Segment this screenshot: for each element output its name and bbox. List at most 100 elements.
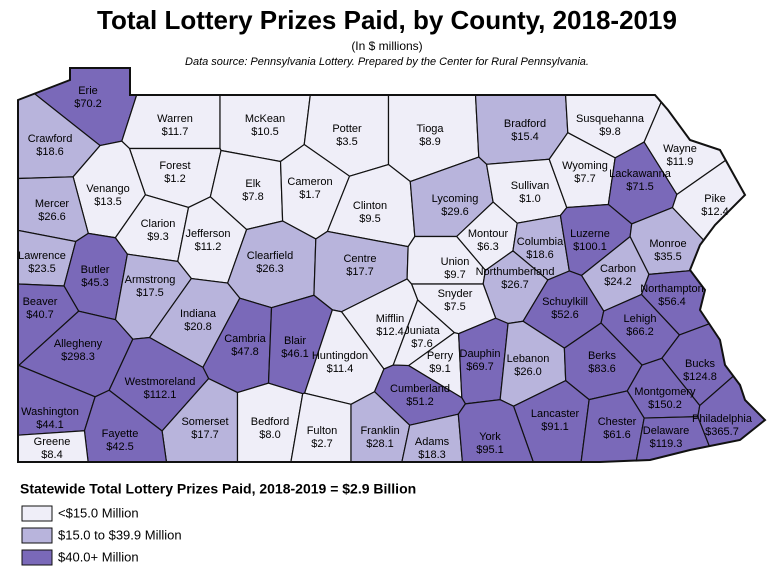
county-value: $20.8 [184, 321, 212, 333]
county-name: Lancaster [531, 408, 580, 420]
county-region [219, 68, 316, 163]
county-name: Northampton [640, 283, 704, 295]
county-value: $9.8 [599, 126, 620, 138]
county-value: $26.6 [38, 211, 66, 223]
county-value: $1.0 [519, 193, 540, 205]
county-value: $95.1 [476, 444, 504, 456]
county-value: $9.5 [359, 213, 380, 225]
county-name: Dauphin [460, 348, 501, 360]
county-value: $51.2 [406, 396, 434, 408]
county-name: Potter [332, 123, 362, 135]
county-value: $7.7 [574, 173, 595, 185]
county-name: Armstrong [125, 274, 176, 286]
county-region [473, 68, 569, 165]
county-value: $17.5 [136, 287, 164, 299]
county-value: $40.7 [26, 309, 54, 321]
county-value: $119.3 [650, 438, 683, 450]
county-value: $2.7 [311, 438, 332, 450]
county-value: $42.5 [106, 441, 134, 453]
county-value: $66.2 [626, 326, 654, 338]
county-value: $18.3 [418, 449, 446, 461]
county-value: $61.6 [603, 429, 631, 441]
county-name: Northumberland [476, 266, 555, 278]
legend-swatch [21, 505, 53, 522]
county-value: $11.2 [195, 241, 222, 253]
county-value: $10.5 [251, 126, 279, 138]
county-value: $8.4 [41, 449, 62, 461]
county-name: Butler [81, 264, 110, 276]
county-value: $6.3 [477, 241, 498, 253]
county-value: $69.7 [466, 361, 494, 373]
county-value: $26.3 [256, 263, 284, 275]
county-name: Jefferson [185, 228, 230, 240]
county-name: Bucks [685, 358, 715, 370]
county-value: $17.7 [346, 266, 374, 278]
county-name: Lawrence [18, 250, 66, 262]
county-value: $7.6 [411, 338, 432, 350]
county-value: $28.1 [366, 438, 394, 450]
county-value: $29.6 [441, 206, 469, 218]
county-name: Huntingdon [312, 350, 368, 362]
county-value: $44.1 [36, 419, 64, 431]
county-name: Fayette [102, 428, 139, 440]
county-value: $11.7 [162, 126, 189, 138]
county-value: $150.2 [648, 399, 682, 411]
county-name: Clinton [353, 200, 387, 212]
county-value: $8.0 [259, 429, 280, 441]
county-value: $9.3 [147, 231, 168, 243]
county-value: $100.1 [573, 241, 607, 253]
county-name: Columbia [517, 236, 564, 248]
county-name: Juniata [404, 325, 440, 337]
county-name: Montgomery [634, 386, 696, 398]
county-name: Cameron [287, 176, 332, 188]
county-name: Forest [159, 160, 190, 172]
county-value: $23.5 [28, 263, 56, 275]
county-name: Wayne [663, 143, 697, 155]
county-region [18, 430, 90, 462]
county-name: Crawford [28, 133, 73, 145]
county-name: Tioga [416, 123, 444, 135]
county-value: $45.3 [81, 277, 109, 289]
county-name: McKean [245, 113, 285, 125]
county-value: $15.4 [511, 131, 539, 143]
county-name: Clearfield [247, 250, 293, 262]
county-value: $298.3 [61, 351, 95, 363]
county-value: $35.5 [654, 251, 682, 263]
county-name: Washington [21, 406, 79, 418]
legend-label: $15.0 to $39.9 Million [58, 527, 182, 542]
county-name: Lebanon [507, 353, 550, 365]
county-value: $17.7 [191, 429, 219, 441]
county-value: $12.4 [701, 206, 729, 218]
county-name: Indiana [180, 308, 217, 320]
county-name: Franklin [360, 425, 399, 437]
county-value: $124.8 [683, 371, 717, 383]
county-value: $12.4 [376, 326, 404, 338]
county-name: Carbon [600, 263, 636, 275]
county-name: Mercer [35, 198, 70, 210]
legend-label: <$15.0 Million [58, 505, 139, 520]
county-name: Delaware [643, 425, 689, 437]
county-value: $46.1 [281, 348, 309, 360]
legend-swatch [21, 527, 53, 544]
county-name: Adams [415, 436, 450, 448]
title: Total Lottery Prizes Paid, by County, 20… [97, 5, 677, 35]
state-outline [17, 67, 767, 463]
county-value: $11.4 [327, 363, 354, 375]
county-name: Blair [284, 335, 306, 347]
county-name: Erie [78, 85, 98, 97]
county-value: $83.6 [588, 363, 616, 375]
county-value: $52.6 [551, 309, 579, 321]
county-name: Lackawanna [609, 168, 672, 180]
county-value: $26.0 [514, 366, 542, 378]
county-value: $56.4 [658, 296, 686, 308]
legend-label: $40.0+ Million [58, 549, 139, 564]
county-value: $18.6 [526, 249, 554, 261]
county-value: $24.2 [604, 276, 632, 288]
county-value: $1.7 [299, 189, 320, 201]
county-name: York [479, 431, 501, 443]
county-value: $9.7 [444, 269, 465, 281]
county-value: $18.6 [36, 146, 64, 158]
county-name: Wyoming [562, 160, 608, 172]
county-name: Somerset [181, 416, 228, 428]
